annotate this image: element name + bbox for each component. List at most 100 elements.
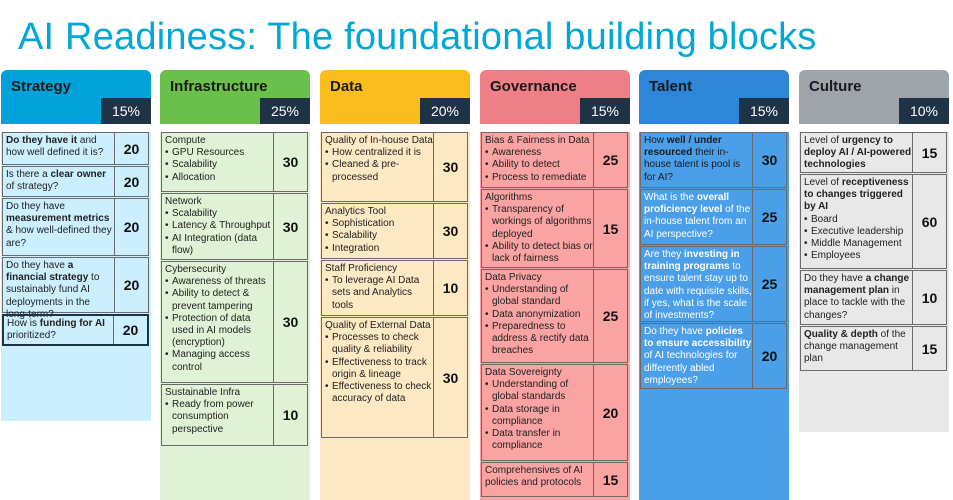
weight-badge: 15%: [101, 98, 151, 124]
criterion-text: AlgorithmsTransparency of workings of al…: [485, 192, 593, 265]
criterion-highlight: receptiveness to changes triggered by AI: [804, 177, 909, 213]
bullet-item: Executive leadership: [804, 226, 912, 238]
column-title: Strategy: [11, 78, 72, 95]
bullet-item: Data anonymization: [485, 309, 593, 321]
criterion-heading: Analytics Tool: [325, 206, 386, 217]
criterion-text: How well / under resourced their in-hous…: [644, 135, 752, 184]
criterion-highlight: overall proficiency level: [644, 192, 730, 216]
score-value: 30: [433, 133, 467, 201]
criterion-fragment: Level of: [804, 135, 842, 146]
criterion-card: How well / under resourced their in-hous…: [640, 132, 787, 188]
criterion-card: Do they have a financial strategy to sus…: [2, 257, 149, 320]
column-header-governance: Governance 15%: [480, 70, 630, 124]
criterion-text: Data PrivacyUnderstanding of global stan…: [485, 272, 593, 357]
criterion-card: ComputeGPU ResourcesScalabilityAllocatio…: [161, 132, 308, 192]
criterion-text: Is there a clear owner of strategy?: [6, 169, 114, 193]
criterion-text: CybersecurityAwareness of threatsAbility…: [165, 264, 273, 374]
column-title: Infrastructure: [170, 78, 268, 95]
criterion-bullets: SophisticationScalabilityIntegration: [325, 218, 433, 255]
criterion-heading: Algorithms: [485, 192, 533, 203]
criterion-heading: Compute: [165, 135, 206, 146]
score-value: 25: [593, 133, 627, 187]
page-title: AI Readiness: The foundational building …: [18, 16, 817, 58]
bullet-item: Ability to detect & prevent tampering: [165, 288, 273, 312]
column-title: Data: [330, 78, 363, 95]
bullet-item: GPU Resources: [165, 147, 273, 159]
score-value: 20: [113, 316, 147, 344]
score-value: 15: [593, 463, 627, 496]
criterion-highlight: measurement metrics: [6, 213, 110, 225]
column-header-strategy: Strategy 15%: [1, 70, 151, 124]
bullet-item: Effectiveness to track origin & lineage: [325, 357, 433, 381]
column-talent: Talent 15% How well / under resourced th…: [639, 70, 789, 500]
column-header-data: Data 20%: [320, 70, 470, 124]
bullet-item: Understanding of global standard: [485, 284, 593, 308]
criterion-card: Are they investing in training programs …: [640, 246, 787, 322]
bullet-item: Scalability: [325, 230, 433, 242]
bullet-item: Data transfer in compliance: [485, 428, 593, 452]
criterion-highlight: urgency to deploy AI / AI-powered techno…: [804, 135, 912, 171]
criterion-bullets: ScalabilityLatency & ThroughputAI Integr…: [165, 208, 273, 257]
column-header-talent: Talent 15%: [639, 70, 789, 124]
criterion-highlight: a financial strategy: [6, 260, 89, 284]
criterion-fragment: How: [644, 135, 667, 146]
criterion-text: Quality & depth of the change management…: [804, 329, 912, 366]
criterion-text: Do they have policies to ensure accessib…: [644, 326, 752, 387]
criterion-highlight: policies to ensure accessibility: [644, 326, 752, 350]
criterion-text: Bias & Fairness in DataAwarenessAbility …: [485, 135, 593, 184]
criterion-bullets: Processes to check quality & reliability…: [325, 332, 433, 405]
criterion-text: Do they have a change management plan in…: [804, 273, 912, 322]
criterion-card: How is funding for AI prioritized? 20: [2, 314, 149, 346]
criterion-text: Do they have a financial strategy to sus…: [6, 260, 114, 321]
criterion-text: Quality of In-house DataHow centralized …: [325, 135, 433, 184]
column-culture: Culture 10% Level of urgency to deploy A…: [799, 70, 949, 500]
bullet-item: Allocation: [165, 172, 273, 184]
criterion-card: Do they have it and how well defined it …: [2, 132, 149, 165]
column-data: Data 20% Quality of In-house DataHow cen…: [320, 70, 470, 500]
bullet-item: Processes to check quality & reliability: [325, 332, 433, 356]
column-strategy: Strategy 15% Do they have it and how wel…: [1, 70, 151, 500]
criterion-text: Level of urgency to deploy AI / AI-power…: [804, 135, 912, 172]
criterion-fragment: to ensure talent stay up to date with re…: [644, 261, 752, 322]
bullet-item: Scalability: [165, 208, 273, 220]
criterion-fragment: Are they: [644, 249, 685, 260]
score-value: 20: [114, 133, 148, 164]
score-value: 15: [912, 133, 946, 172]
weight-badge: 20%: [420, 98, 470, 124]
criterion-text: How is funding for AI prioritized?: [7, 318, 113, 342]
criterion-fragment: Level of: [804, 177, 842, 188]
criterion-highlight: well / under resourced: [644, 135, 722, 159]
criterion-text: Data SovereigntyUnderstanding of global …: [485, 367, 593, 452]
score-value: 25: [752, 190, 786, 244]
criterion-card: Bias & Fairness in DataAwarenessAbility …: [481, 132, 628, 188]
criterion-bullets: Understanding of global standardData ano…: [485, 284, 593, 357]
criterion-heading: Quality of External Data: [325, 320, 431, 331]
criterion-card: Do they have measurement metrics & how w…: [2, 198, 149, 256]
criterion-card: CybersecurityAwareness of threatsAbility…: [161, 261, 308, 383]
score-value: 20: [752, 324, 786, 388]
bullet-item: Data storage in compliance: [485, 404, 593, 428]
criterion-highlight: funding for AI: [39, 318, 105, 329]
score-value: 10: [433, 261, 467, 315]
bullet-item: Cleaned & pre-processed: [325, 159, 433, 183]
criterion-heading: Cybersecurity: [165, 264, 227, 275]
score-value: 10: [273, 385, 307, 445]
criterion-fragment: & how well-defined they are?: [6, 225, 112, 249]
criterion-bullets: GPU ResourcesScalabilityAllocation: [165, 147, 273, 184]
score-value: 15: [593, 190, 627, 267]
score-value: 10: [912, 271, 946, 324]
criterion-bullets: Awareness of threatsAbility to detect & …: [165, 276, 273, 374]
criterion-text: What is the overall proficiency level of…: [644, 192, 752, 241]
criterion-heading: Comprehensives of AI policies and protoc…: [485, 465, 583, 489]
column-body: Level of urgency to deploy AI / AI-power…: [799, 132, 949, 432]
criterion-highlight: a change management plan: [804, 273, 910, 297]
column-title: Culture: [809, 78, 862, 95]
criterion-bullets: To leverage AI Data sets and Analytics t…: [325, 275, 433, 312]
criterion-card: Comprehensives of AI policies and protoc…: [481, 462, 628, 497]
criterion-heading: Sustainable Infra: [165, 387, 241, 398]
column-body: ComputeGPU ResourcesScalabilityAllocatio…: [160, 132, 310, 500]
bullet-item: Board: [804, 214, 912, 226]
criterion-highlight: Do they have it: [6, 135, 78, 146]
bullet-item: Awareness: [485, 147, 593, 159]
criterion-text: ComputeGPU ResourcesScalabilityAllocatio…: [165, 135, 273, 184]
